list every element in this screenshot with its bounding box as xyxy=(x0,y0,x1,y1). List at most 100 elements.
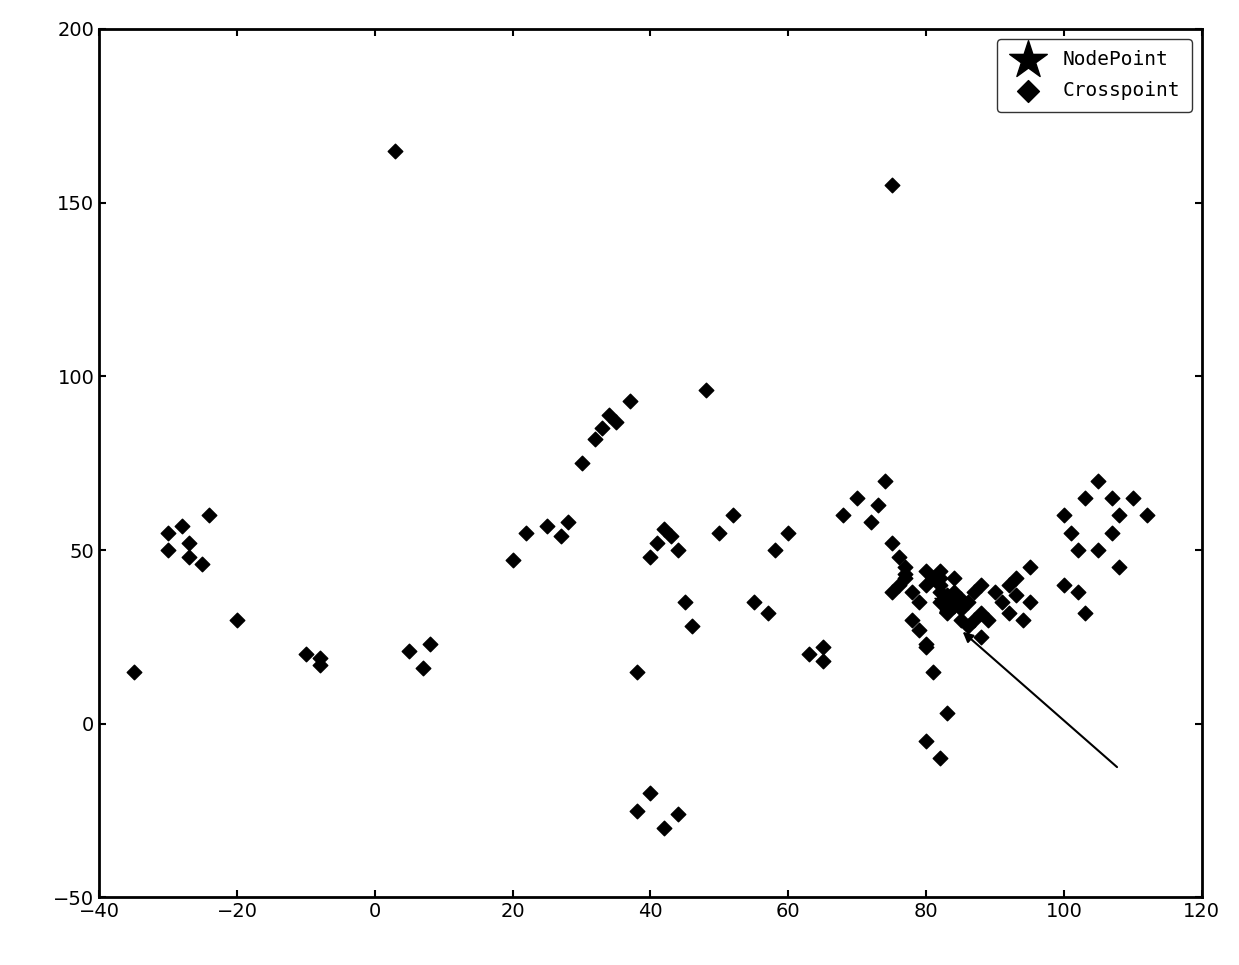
Crosspoint xyxy=(296,647,316,662)
Crosspoint xyxy=(1074,605,1094,620)
NodePoint xyxy=(937,594,957,610)
Crosspoint xyxy=(1109,508,1129,523)
Crosspoint xyxy=(627,664,647,679)
Crosspoint xyxy=(1103,525,1123,540)
Crosspoint xyxy=(743,594,763,610)
Crosspoint xyxy=(971,605,991,620)
Crosspoint xyxy=(586,431,606,447)
Crosspoint xyxy=(882,536,902,551)
Crosspoint xyxy=(1074,490,1094,506)
Crosspoint xyxy=(896,560,916,575)
Crosspoint xyxy=(551,529,571,544)
Crosspoint xyxy=(310,650,330,666)
Crosspoint xyxy=(861,514,881,530)
Crosspoint xyxy=(813,653,833,669)
Crosspoint xyxy=(227,612,247,627)
Crosspoint xyxy=(950,612,970,627)
Crosspoint xyxy=(1068,584,1088,599)
Crosspoint xyxy=(923,570,943,586)
Crosspoint xyxy=(799,647,819,662)
Crosspoint xyxy=(937,588,957,603)
Crosspoint xyxy=(710,525,730,540)
Crosspoint xyxy=(937,605,957,620)
Crosspoint xyxy=(668,807,688,822)
Crosspoint xyxy=(923,664,943,679)
Crosspoint xyxy=(992,594,1012,610)
Crosspoint xyxy=(758,605,778,620)
Crosspoint xyxy=(696,382,716,398)
Crosspoint xyxy=(971,577,991,593)
Crosspoint xyxy=(964,612,984,627)
Crosspoint xyxy=(1137,508,1157,523)
Crosspoint xyxy=(172,518,192,534)
Crosspoint xyxy=(1020,560,1040,575)
Crosspoint xyxy=(950,601,970,617)
Crosspoint xyxy=(517,525,536,540)
Crosspoint xyxy=(882,584,902,599)
Crosspoint xyxy=(930,751,950,766)
Crosspoint xyxy=(503,553,523,568)
Crosspoint xyxy=(592,421,612,436)
Crosspoint xyxy=(778,525,798,540)
Crosspoint xyxy=(930,577,950,593)
Crosspoint xyxy=(558,514,577,530)
Crosspoint xyxy=(958,594,978,610)
Crosspoint xyxy=(916,733,937,749)
Crosspoint xyxy=(916,577,937,593)
Crosspoint xyxy=(1054,577,1074,593)
Crosspoint xyxy=(1089,542,1109,558)
Crosspoint xyxy=(399,643,419,658)
Crosspoint xyxy=(1089,473,1109,488)
Crosspoint xyxy=(847,490,867,506)
Crosspoint xyxy=(1068,542,1088,558)
Crosspoint xyxy=(1006,588,1026,603)
Crosspoint xyxy=(654,521,674,537)
Crosspoint xyxy=(310,657,330,673)
Crosspoint xyxy=(178,549,198,565)
Crosspoint xyxy=(964,584,984,599)
Crosspoint xyxy=(413,660,432,676)
Crosspoint xyxy=(385,143,405,158)
Crosspoint xyxy=(641,786,660,801)
Crosspoint xyxy=(178,536,198,551)
Crosspoint xyxy=(606,414,626,429)
Crosspoint xyxy=(902,584,922,599)
Crosspoint xyxy=(916,564,937,579)
Crosspoint xyxy=(600,407,620,423)
Crosspoint xyxy=(199,508,219,523)
Crosspoint xyxy=(985,584,1005,599)
Crosspoint xyxy=(654,820,674,836)
Crosspoint xyxy=(882,178,902,193)
Crosspoint xyxy=(571,455,591,471)
Crosspoint xyxy=(764,542,784,558)
Crosspoint xyxy=(1006,570,1026,586)
Crosspoint xyxy=(159,542,178,558)
Crosspoint xyxy=(950,591,970,606)
Crosspoint xyxy=(944,584,964,599)
Crosspoint xyxy=(641,549,660,565)
Crosspoint xyxy=(930,570,950,586)
Crosspoint xyxy=(834,508,854,523)
Crosspoint xyxy=(1103,490,1123,506)
Crosspoint xyxy=(909,622,929,638)
Legend: NodePoint, Crosspoint: NodePoint, Crosspoint xyxy=(997,39,1192,112)
Crosspoint xyxy=(124,664,144,679)
Crosspoint xyxy=(620,393,639,408)
Crosspoint xyxy=(662,529,681,544)
Crosspoint xyxy=(813,640,833,655)
Crosspoint xyxy=(1020,594,1040,610)
Crosspoint xyxy=(916,636,937,651)
Crosspoint xyxy=(1061,525,1080,540)
Crosspoint xyxy=(648,536,668,551)
Crosspoint xyxy=(159,525,178,540)
Crosspoint xyxy=(896,566,916,582)
Crosspoint xyxy=(681,619,701,634)
Crosspoint xyxy=(958,619,978,634)
Crosspoint xyxy=(627,803,647,818)
Crosspoint xyxy=(944,570,964,586)
Crosspoint xyxy=(675,594,695,610)
Crosspoint xyxy=(668,542,688,558)
Crosspoint xyxy=(1012,612,1032,627)
Crosspoint xyxy=(192,556,212,571)
Crosspoint xyxy=(930,564,950,579)
